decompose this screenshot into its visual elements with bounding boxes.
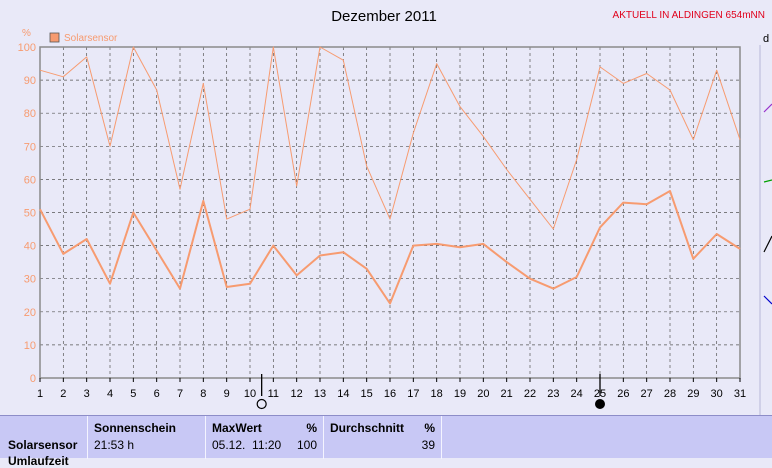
x-tick-label: 30: [711, 388, 723, 400]
x-tick-label: 15: [361, 388, 373, 400]
avg-value: 39: [421, 438, 435, 452]
y-tick-label: 50: [24, 208, 36, 220]
x-tick-label: 26: [617, 388, 629, 400]
max-header: MaxWert: [212, 421, 262, 435]
y-tick-label: 80: [24, 108, 36, 120]
x-tick-label: 17: [407, 388, 419, 400]
x-tick-label: 16: [384, 388, 396, 400]
max-time: 05.12. 11:20: [212, 438, 282, 452]
x-tick-label: 11: [268, 388, 279, 400]
y-tick-label: 40: [24, 241, 36, 253]
right-legend-stroke-purple: [763, 103, 772, 113]
x-tick-label: 10: [244, 388, 256, 400]
right-legend-stroke-black: [763, 235, 772, 253]
x-tick-label: 14: [337, 388, 349, 400]
x-tick-label: 24: [571, 388, 583, 400]
right-legend-stroke-blue: [763, 295, 772, 305]
legend-swatch: [49, 32, 60, 43]
y-tick-label: 90: [24, 75, 36, 87]
y-axis-label: %: [22, 28, 31, 39]
new-moon-icon: [256, 398, 267, 410]
x-tick-label: 18: [431, 388, 443, 400]
y-tick-label: 100: [18, 42, 36, 54]
x-tick-label: 9: [224, 388, 230, 400]
y-tick-label: 30: [24, 274, 36, 286]
right-edge-char: d: [763, 33, 769, 45]
x-tick-label: 6: [154, 388, 160, 400]
sensor-label: Solarsensor: [8, 438, 78, 452]
x-tick-label: 12: [291, 388, 303, 400]
series-line-2: [39, 190, 741, 305]
series-line-1: [39, 46, 741, 230]
x-tick-label: 31: [734, 388, 746, 400]
x-tick-label: 5: [130, 388, 136, 400]
max-cell: MaxWert % 05.12. 11:20 100: [206, 416, 324, 459]
x-tick-label: 2: [60, 388, 66, 400]
y-tick-label: 20: [24, 307, 36, 319]
chart-title: Dezember 2011: [331, 8, 437, 25]
location-label: AKTUELL IN ALDINGEN 654mNN: [613, 10, 765, 21]
sensor-cell: Solarsensor Umlaufzeit: [0, 416, 88, 468]
y-tick-label: 70: [24, 141, 36, 153]
max-unit: %: [306, 421, 317, 435]
x-tick-label: 7: [177, 388, 183, 400]
x-tick-label: 23: [547, 388, 559, 400]
y-tick-label: 60: [24, 174, 36, 186]
x-tick-label: 20: [477, 388, 489, 400]
x-tick-label: 3: [84, 388, 90, 400]
legend-label: Solarsensor: [64, 33, 118, 44]
x-tick-label: 27: [641, 388, 653, 400]
avg-unit: %: [424, 421, 435, 435]
x-tick-label: 19: [454, 388, 466, 400]
series-layer: [39, 46, 741, 305]
x-tick-label: 29: [687, 388, 699, 400]
x-tick-label: 13: [314, 388, 326, 400]
x-tick-label: 1: [37, 388, 43, 400]
avg-header: Durchschnitt: [330, 421, 405, 435]
summary-footer: Solarsensor Umlaufzeit Sonnenschein 21:5…: [0, 415, 772, 468]
y-tick-label: 10: [24, 340, 36, 352]
avg-cell: Durchschnitt % 39: [324, 416, 442, 459]
x-tick-label: 4: [107, 388, 113, 400]
max-value: 100: [296, 438, 317, 452]
x-tick-label: 22: [524, 388, 536, 400]
sensor-sublabel: Umlaufzeit: [8, 454, 69, 468]
x-tick-label: 8: [200, 388, 206, 400]
x-tick-label: 21: [501, 388, 513, 400]
sunshine-cell: Sonnenschein 21:53 h: [88, 416, 206, 459]
grid-lines: [40, 47, 740, 378]
sunshine-value: 21:53 h: [94, 438, 135, 452]
x-tick-label: 28: [664, 388, 676, 400]
sunshine-header: Sonnenschein: [94, 421, 177, 435]
right-legend-stroke-green: [763, 179, 772, 183]
full-moon-icon: [595, 399, 605, 409]
y-tick-label: 0: [30, 373, 36, 385]
